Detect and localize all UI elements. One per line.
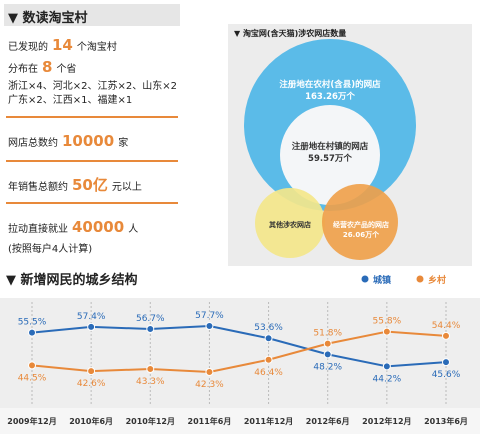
legend-marker [361, 275, 369, 283]
value-label: 44.2% [373, 374, 402, 384]
x-tick-label: 2010年12月 [126, 416, 175, 426]
label: 经营农产品的网店 26.06万个 [333, 221, 389, 239]
point [146, 365, 155, 374]
plot-bg [0, 298, 480, 408]
point [264, 355, 273, 364]
point [146, 324, 155, 333]
label: 其他涉农网店 [269, 221, 311, 229]
stat: 年销售总额约 50亿 元以上 [8, 174, 142, 195]
circle-village [280, 105, 380, 205]
point [28, 328, 36, 337]
point [323, 339, 332, 348]
separator [6, 160, 178, 162]
text: 浙江×4、河北×2、江苏×2、山东×2 [8, 81, 177, 92]
x-tick-label: 2011年6月 [188, 416, 232, 426]
value-label: 56.7% [136, 314, 165, 324]
legend-label: 城镇 [373, 274, 391, 286]
point [205, 322, 214, 330]
value-label: 54.4% [432, 321, 461, 331]
value-label: 48.2% [313, 362, 342, 372]
legend-label: 乡村 [428, 274, 446, 286]
x-tick-label: 2012年6月 [306, 416, 350, 426]
text: 年销售总额约 [8, 182, 68, 193]
text: 网店总数约 [8, 138, 58, 149]
series-line [31, 330, 447, 374]
value-label: 57.4% [77, 312, 106, 322]
point [382, 362, 391, 371]
title: 新增网民的城乡结构 [21, 272, 138, 288]
text: 元以上 [111, 182, 142, 193]
text: 个淘宝村 [76, 42, 117, 53]
number: 50亿 [72, 176, 108, 194]
separator [6, 202, 178, 204]
value-label: 43.3% [136, 377, 165, 387]
number: 10000 [62, 132, 115, 150]
value-label: 42.6% [77, 379, 106, 389]
label-box: 经营农产品的网店 26.06万个 [333, 221, 389, 239]
label-box: 其他涉农网店 [269, 221, 311, 229]
text: 分布在 [8, 64, 38, 75]
line-chart: 2009年12月 2010年6月 2010年12月 2011年6月 2011年12月 20… [7, 274, 468, 426]
value-label: 51.8% [313, 329, 342, 339]
text: 人 [128, 224, 139, 235]
series-line [31, 324, 447, 368]
label: 注册地在农村(含县)的网店163.26万个 [279, 80, 381, 102]
circle-other [255, 188, 325, 258]
text: 已发现的 [8, 42, 48, 53]
x-tick-label: 2012年12月 [362, 416, 411, 426]
number: 8 [42, 58, 53, 76]
value-label: 57.7% [195, 311, 224, 321]
title: 数读淘宝村 [22, 11, 88, 26]
text: 个省 [56, 64, 77, 75]
text: 广东×2、江西×1、福建×1 [8, 95, 133, 106]
value-label: 55.8% [373, 317, 402, 327]
point [382, 327, 391, 336]
point [442, 331, 450, 340]
point [87, 367, 96, 376]
text: 拉动直接就业 [8, 224, 68, 235]
text: 家 [118, 138, 129, 149]
stat: 网店总数约 10000 家 [8, 132, 128, 150]
separator [6, 116, 178, 118]
stat: 分布在 8 个省 [8, 58, 76, 76]
circle-farm [322, 184, 398, 260]
number: 40000 [72, 218, 125, 236]
axis-bg [0, 408, 480, 434]
value-label: 46.4% [254, 368, 283, 378]
bubble-title: ▼ 淘宝网(含天猫)涉农网店数量 [234, 28, 346, 38]
title: 淘宝网(含天猫)涉农网店数量 [243, 28, 346, 38]
number: 14 [52, 36, 73, 54]
header-title: ▼ 数读淘宝村 [8, 11, 88, 26]
label-box: 注册地在农村(含县)的网店163.26万个 [279, 80, 381, 102]
point [205, 368, 214, 376]
value-label: 53.6% [254, 323, 283, 333]
point [264, 334, 273, 343]
value-label: 42.3% [195, 380, 224, 390]
x-tick-label: 2010年6月 [69, 416, 113, 426]
label-box: 注册地在村镇的网店59.57万个 [291, 142, 369, 164]
legend-marker [416, 275, 424, 283]
header-bar [4, 4, 180, 26]
point [323, 350, 332, 359]
stat: 已发现的 14 个淘宝村 [8, 36, 117, 54]
point [87, 322, 96, 331]
x-tick-label: 2013年6月 [424, 416, 468, 426]
x-tick-label: 2009年12月 [7, 416, 56, 426]
point [442, 358, 450, 367]
stat: 拉动直接就业 40000 人 [8, 218, 138, 236]
chart-title: ▼ 新增网民的城乡结构 [6, 272, 138, 288]
value-label: 45.6% [432, 370, 461, 380]
value-label: 44.5% [18, 373, 47, 383]
label: 注册地在村镇的网店59.57万个 [291, 142, 369, 164]
value-label: 55.5% [18, 318, 47, 328]
x-tick-label: 2011年12月 [244, 416, 293, 426]
point [28, 361, 36, 370]
text: (按照每户4人计算) [8, 244, 93, 255]
